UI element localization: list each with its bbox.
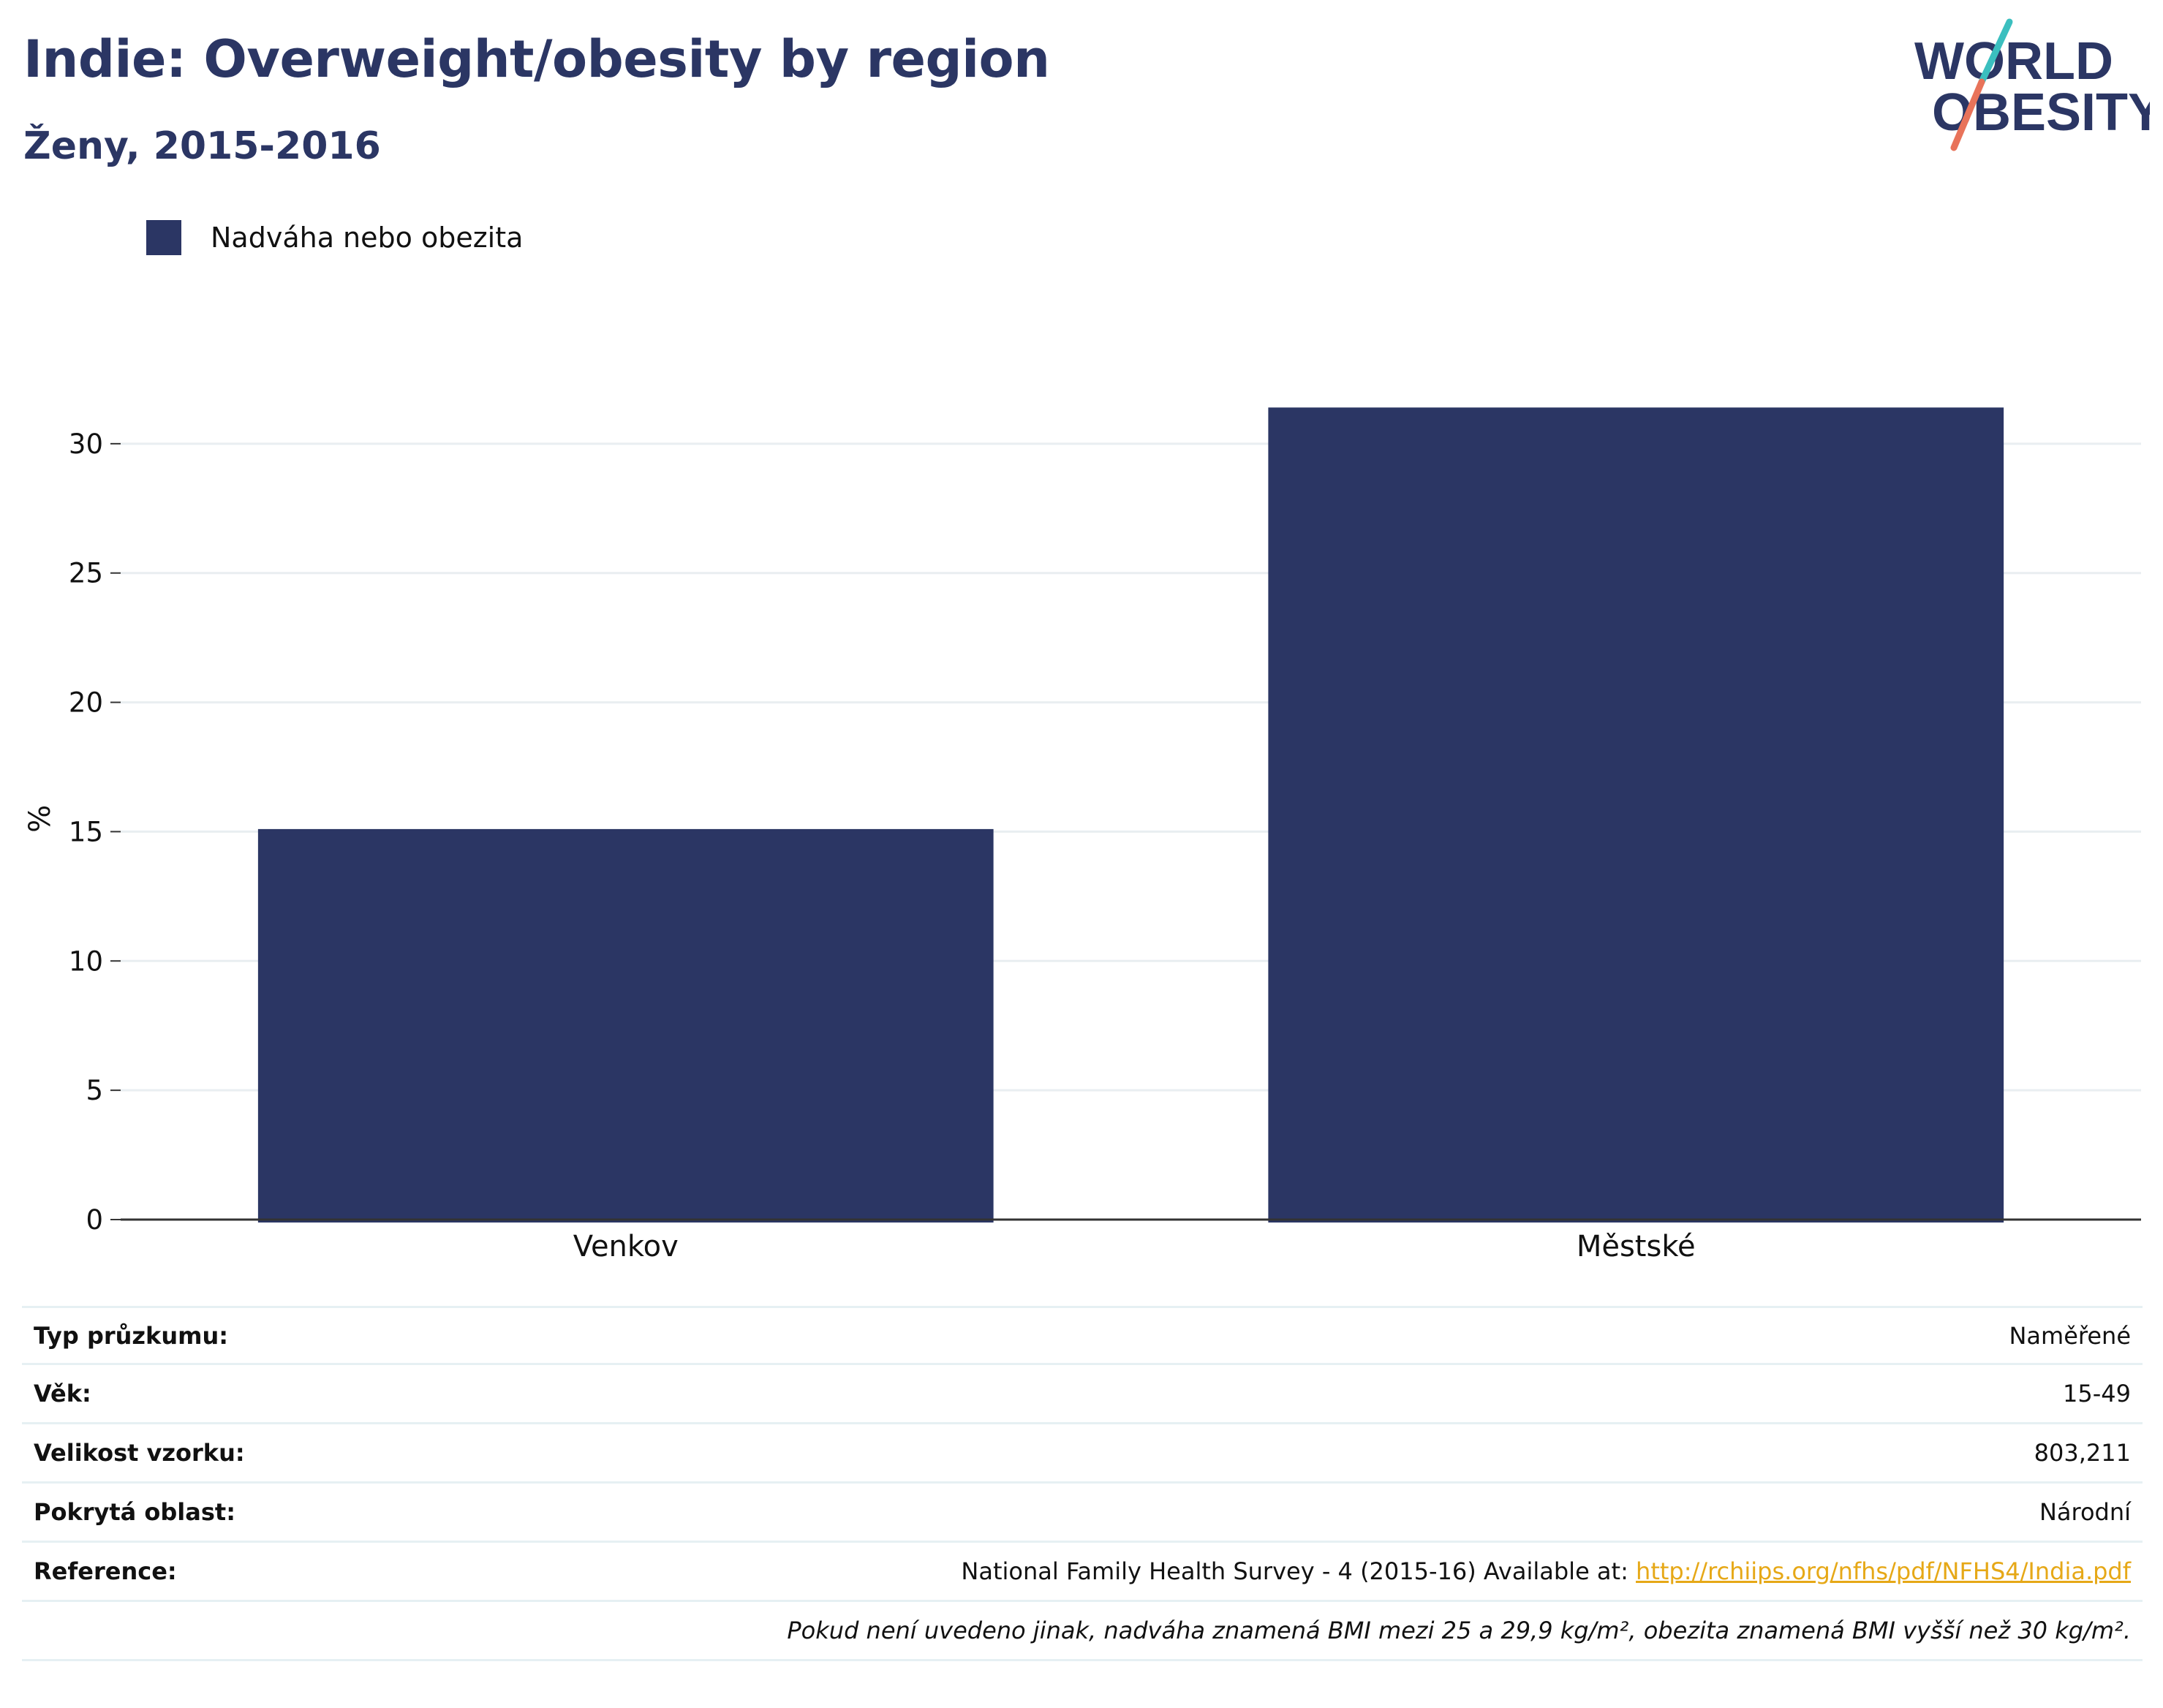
svg-text:WORLD: WORLD <box>1914 32 2113 91</box>
world-obesity-logo: WORLD OBESITY <box>1914 18 2150 151</box>
reference-value: National Family Health Survey - 4 (2015-… <box>961 1557 2131 1585</box>
info-row-age: Věk: 15-49 <box>22 1365 2143 1424</box>
info-value: 15-49 <box>2063 1380 2131 1407</box>
info-row-area-covered: Pokrytá oblast: Národní <box>22 1484 2143 1543</box>
info-row-reference: Reference: National Family Health Survey… <box>22 1543 2143 1602</box>
x-tick-label: Městské <box>1577 1230 1696 1263</box>
y-tick-label: 25 <box>69 558 103 589</box>
y-tick-label: 5 <box>86 1075 103 1106</box>
bmi-footnote: Pokud není uvedeno jinak, nadváha znamen… <box>787 1617 2131 1644</box>
info-label: Pokrytá oblast: <box>34 1498 235 1526</box>
footnote-row: Pokud není uvedeno jinak, nadváha znamen… <box>22 1602 2143 1661</box>
survey-info-table: Typ průzkumu: Naměřené Věk: 15-49 Veliko… <box>22 1306 2143 1661</box>
bar-městské <box>1268 407 2004 1223</box>
chart-title: Indie: Overweight/obesity by region <box>23 29 1050 89</box>
info-row-sample-size: Velikost vzorku: 803,211 <box>22 1424 2143 1484</box>
info-label: Velikost vzorku: <box>34 1439 245 1467</box>
y-tick-label: 0 <box>86 1204 103 1236</box>
chart-subtitle: Ženy, 2015-2016 <box>23 124 381 168</box>
x-tick-label: Venkov <box>573 1230 679 1263</box>
y-tick-label: 10 <box>69 945 103 977</box>
reference-text: National Family Health Survey - 4 (2015-… <box>961 1557 1637 1585</box>
info-label: Reference: <box>34 1557 177 1585</box>
bar-venkov <box>257 828 994 1223</box>
info-value: Národní <box>2039 1498 2131 1526</box>
info-value: 803,211 <box>2034 1439 2131 1467</box>
reference-link[interactable]: http://rchiips.org/nfhs/pdf/NFHS4/India.… <box>1636 1557 2131 1585</box>
info-row-survey-type: Typ průzkumu: Naměřené <box>22 1306 2143 1365</box>
y-tick-label: 15 <box>69 816 103 847</box>
y-tick-label: 30 <box>69 428 103 460</box>
info-value: Naměřené <box>2009 1321 2131 1350</box>
info-label: Věk: <box>34 1380 91 1407</box>
y-tick-label: 20 <box>69 687 103 719</box>
chart-legend: Nadváha nebo obezita <box>146 216 523 260</box>
legend-label: Nadváha nebo obezita <box>211 222 524 254</box>
y-axis-label: % <box>23 805 57 833</box>
legend-swatch <box>146 220 181 255</box>
bar-chart: 0 5 10 15 20 25 30% Venkov Městské <box>23 407 2141 1263</box>
info-label: Typ průzkumu: <box>34 1321 229 1350</box>
